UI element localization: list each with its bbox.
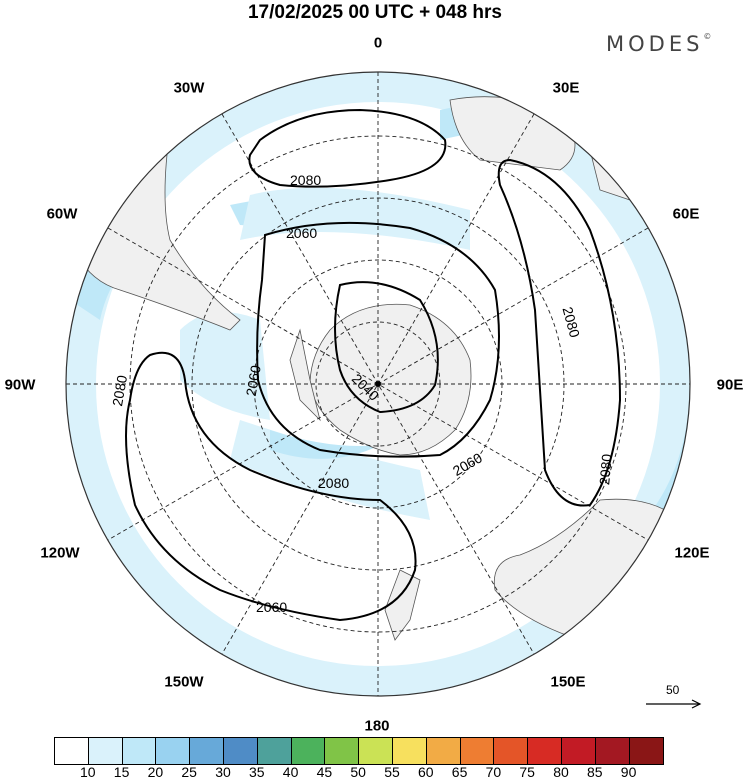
colorbar-swatch — [325, 738, 360, 764]
colorbar-swatch — [392, 738, 427, 764]
contour-2060-ring — [256, 221, 500, 458]
wind-scale-arrow — [646, 699, 702, 709]
colorbar-tick-label: 45 — [316, 764, 333, 780]
antarctic-peninsula — [289, 328, 321, 422]
wind-band-core — [270, 430, 380, 459]
lon-label-60e: 60E — [672, 205, 700, 223]
contour-label: 2060 — [286, 225, 317, 241]
contour-label: 2080 — [109, 374, 130, 408]
lon-label-0: 0 — [373, 34, 383, 52]
colorbar-swatch — [629, 738, 664, 764]
contour-label: 2080 — [560, 305, 584, 339]
contour-label: 2080 — [596, 453, 615, 486]
colorbar-tick-label: 35 — [249, 764, 265, 780]
lon-label-90e: 90E — [716, 376, 744, 394]
colorbar-swatch — [223, 738, 258, 764]
contour-label: 2080 — [318, 475, 349, 491]
lon-label-150e: 150E — [550, 673, 586, 691]
colorbar-swatch — [190, 738, 224, 764]
colorbar-swatch — [291, 738, 326, 764]
colorbar-swatch — [561, 738, 596, 764]
lon-label-30e: 30E — [552, 79, 580, 97]
colorbar-tick-label: 25 — [181, 764, 197, 780]
colorbar-swatch — [359, 738, 393, 764]
colorbar-tick-label: 60 — [418, 764, 434, 780]
colorbar-tick-label: 90 — [620, 764, 637, 780]
contour-label: 2080 — [290, 172, 321, 188]
colorbar-tick-label: 85 — [587, 764, 603, 780]
map-border — [65, 71, 691, 697]
colorbar-tick-label: 70 — [485, 764, 502, 780]
contour-label: 2060 — [243, 364, 264, 398]
lon-label-180: 180 — [364, 717, 390, 735]
colorbar-swatch — [55, 738, 89, 764]
lon-label-90w: 90W — [4, 376, 36, 394]
lon-label-60w: 60W — [46, 205, 78, 223]
colorbar-swatch — [595, 738, 630, 764]
lon-label-120w: 120W — [40, 544, 80, 562]
colorbar-swatch — [528, 738, 562, 764]
colorbar-tick-label: 50 — [350, 764, 366, 780]
colorbar-tick-label: 20 — [147, 764, 164, 780]
height-contours — [125, 108, 622, 622]
map-disk: 2080 2060 2040 2060 2080 2080 2060 2080 … — [66, 72, 690, 696]
lon-label-30w: 30W — [173, 79, 205, 97]
contour-label: 2060 — [256, 599, 287, 615]
map-title: 17/02/2025 00 UTC + 048 hrs — [247, 2, 503, 23]
colorbar-tick-label: 15 — [113, 764, 130, 780]
south-pole-marker — [375, 381, 381, 387]
brand-text: MODES — [606, 32, 704, 56]
contour-2080-north — [248, 108, 447, 188]
colorbar-tick-label: 80 — [553, 764, 569, 780]
colorbar-swatch — [460, 738, 495, 764]
colorbar-tick-label: 55 — [384, 764, 400, 780]
colorbar-tick-label: 40 — [282, 764, 299, 780]
contour-2060-southwest — [125, 351, 417, 622]
wind-scale-label: 50 — [666, 683, 680, 697]
colorbar-swatch — [156, 738, 191, 764]
lon-label-120e: 120E — [674, 544, 710, 562]
wind-band-north — [240, 187, 470, 250]
wind-band-west — [180, 312, 270, 420]
lon-label-150w: 150W — [164, 673, 204, 691]
colorbar-swatch — [257, 738, 292, 764]
colorbar-tick-label: 65 — [451, 764, 468, 780]
copyright-mark: © — [703, 32, 712, 41]
new-zealand-land — [384, 569, 421, 641]
colorbar-swatch — [88, 738, 123, 764]
contour-2080-east — [497, 158, 622, 507]
colorbar-tick-label: 75 — [519, 764, 535, 780]
colorbar-tick-label: 10 — [80, 764, 96, 780]
colorbar — [54, 737, 665, 765]
colorbar-swatch — [122, 738, 157, 764]
modes-logo: MODES© — [606, 32, 711, 56]
colorbar-tick-label: 30 — [215, 764, 231, 780]
colorbar-swatch — [494, 738, 529, 764]
colorbar-swatch — [426, 738, 461, 764]
contour-2040-center — [334, 281, 439, 414]
